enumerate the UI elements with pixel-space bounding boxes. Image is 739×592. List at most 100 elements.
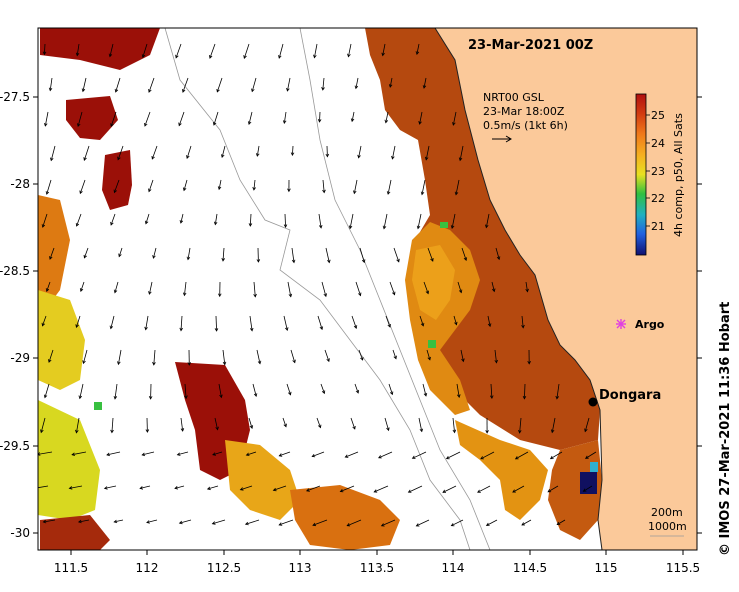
current-vector-arrow-icon — [585, 451, 597, 459]
current-vector-arrow-icon — [455, 179, 460, 195]
current-vector-head-icon — [239, 487, 244, 491]
sst-hot-nw — [40, 28, 160, 70]
current-vector-head-icon — [291, 259, 296, 264]
current-vector-head-icon — [139, 486, 144, 490]
current-vector-head-icon — [83, 254, 87, 259]
current-vector-arrow-icon — [48, 349, 54, 363]
current-vector-head-icon — [41, 224, 46, 228]
current-scale-arrow-icon — [492, 135, 512, 143]
current-vector-arrow-icon — [146, 519, 158, 523]
current-vector-head-icon — [450, 225, 455, 230]
current-vector-arrow-icon — [427, 247, 434, 262]
current-vector-head-icon — [318, 224, 323, 229]
current-vector-head-icon — [319, 326, 324, 331]
current-vector-arrow-icon — [40, 417, 46, 433]
current-vector-arrow-icon — [378, 451, 393, 459]
current-vector-arrow-icon — [111, 417, 114, 433]
current-vector-head-icon — [251, 88, 255, 93]
current-vector-head-icon — [49, 256, 53, 260]
current-vector-head-icon — [151, 155, 155, 160]
current-vector-head-icon — [322, 189, 326, 194]
current-vector-arrow-icon — [215, 315, 217, 331]
current-vector-arrow-icon — [480, 451, 495, 460]
coastline — [434, 28, 603, 550]
current-vector-head-icon — [358, 292, 362, 297]
colorbar — [635, 93, 647, 256]
current-vector-head-icon — [313, 54, 317, 59]
current-vector-head-icon — [422, 85, 427, 89]
current-vector-head-icon — [318, 424, 322, 429]
current-vector-arrow-icon — [416, 519, 430, 527]
argo-float-icon — [616, 319, 626, 329]
current-vector-arrow-icon — [519, 417, 522, 433]
current-vector-head-icon — [384, 119, 389, 124]
current-vector-arrow-icon — [83, 145, 90, 161]
current-vector-arrow-icon — [515, 451, 529, 460]
current-vector-head-icon — [392, 291, 396, 296]
current-vector-arrow-icon — [387, 179, 392, 195]
current-vector-arrow-icon — [350, 417, 356, 430]
current-vector-arrow-icon — [82, 77, 87, 92]
current-vector-arrow-icon — [148, 179, 154, 192]
current-vector-arrow-icon — [556, 383, 560, 399]
lat-tick-label: -27.5 — [0, 90, 30, 104]
current-vector-head-icon — [45, 191, 50, 195]
current-vector-head-icon — [113, 289, 118, 294]
current-vector-head-icon — [518, 429, 522, 434]
current-vector-arrow-icon — [487, 315, 491, 327]
colorbar-tick-label: 21 — [651, 220, 665, 233]
current-vector-arrow-icon — [355, 281, 361, 296]
isobath-legend-1000m: 1000m — [648, 520, 687, 533]
current-vector-arrow-icon — [584, 417, 590, 432]
current-vector-arrow-icon — [69, 485, 83, 489]
current-vector-head-icon — [186, 155, 190, 159]
current-vector-head-icon — [79, 288, 84, 292]
current-vector-head-icon — [450, 523, 455, 527]
current-vector-head-icon — [317, 119, 322, 123]
lat-tick-label: -28 — [10, 177, 30, 191]
current-vector-arrow-icon — [452, 417, 455, 433]
current-vector-head-icon — [454, 321, 458, 326]
current-vector-arrow-icon — [419, 111, 423, 125]
current-vector-arrow-icon — [459, 145, 464, 161]
current-vector-arrow-icon — [284, 213, 286, 228]
current-vector-arrow-icon — [322, 179, 325, 193]
current-vector-arrow-icon — [214, 417, 218, 430]
current-vector-head-icon — [388, 84, 393, 88]
current-vector-head-icon — [103, 486, 108, 490]
current-vector-head-icon — [514, 456, 519, 460]
current-vector-arrow-icon — [348, 43, 352, 57]
current-vector-arrow-icon — [359, 247, 365, 263]
current-vector-arrow-icon — [114, 519, 124, 523]
current-vector-head-icon — [212, 122, 217, 126]
current-vector-head-icon — [256, 259, 261, 263]
isobath-legend-200m: 200m — [651, 506, 683, 519]
current-vector-head-icon — [339, 488, 344, 493]
current-vector-head-icon — [522, 395, 527, 400]
current-vector-arrow-icon — [149, 281, 153, 295]
current-vector-arrow-icon — [423, 77, 427, 89]
current-vector-head-icon — [326, 358, 330, 363]
current-vector-head-icon — [75, 324, 79, 328]
current-vector-head-icon — [184, 395, 188, 400]
current-vector-arrow-icon — [393, 247, 400, 262]
current-vector-head-icon — [176, 452, 181, 456]
current-vector-head-icon — [243, 55, 247, 59]
current-vector-head-icon — [175, 54, 179, 59]
current-vector-head-icon — [141, 54, 146, 59]
current-vector-arrow-icon — [521, 519, 532, 526]
current-vector-head-icon — [42, 51, 47, 56]
sst-south-plume — [455, 420, 548, 520]
current-vector-arrow-icon — [556, 519, 566, 525]
current-vector-arrow-icon — [180, 315, 183, 331]
sst-green-speck — [428, 340, 436, 348]
current-vector-head-icon — [496, 256, 501, 261]
sst-sw-yellow — [38, 400, 100, 520]
current-vector-arrow-icon — [182, 77, 189, 93]
current-vector-head-icon — [282, 120, 287, 125]
current-vector-head-icon — [306, 488, 310, 492]
sst-cool-patch — [590, 462, 598, 472]
current-vector-arrow-icon — [461, 247, 467, 261]
current-vector-arrow-icon — [283, 111, 287, 124]
current-vector-arrow-icon — [79, 383, 84, 399]
